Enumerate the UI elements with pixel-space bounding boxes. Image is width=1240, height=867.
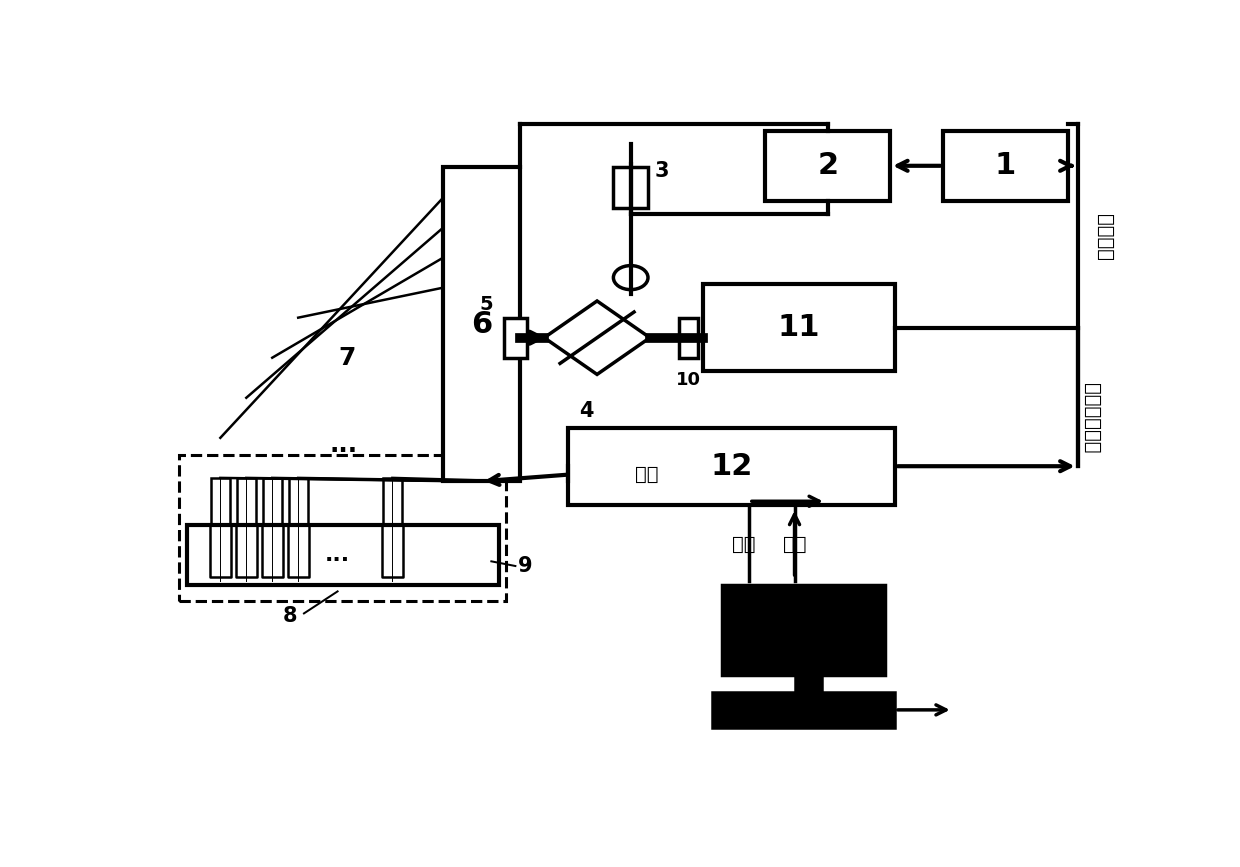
Text: 7: 7 <box>339 346 356 369</box>
Bar <box>187 525 498 584</box>
Bar <box>678 317 698 358</box>
Text: 2: 2 <box>817 152 838 180</box>
Text: ...: ... <box>325 544 350 564</box>
Text: ...: ... <box>330 433 357 457</box>
Text: 11: 11 <box>777 313 820 342</box>
Bar <box>765 131 890 201</box>
Bar <box>795 671 822 692</box>
Bar <box>179 454 506 602</box>
Text: 3: 3 <box>655 160 670 181</box>
Text: 1: 1 <box>994 152 1016 180</box>
Text: 5: 5 <box>480 296 494 315</box>
Text: 数据: 数据 <box>733 535 756 554</box>
Bar <box>568 427 895 505</box>
Bar <box>712 692 895 728</box>
Text: 触发信号: 触发信号 <box>1095 214 1114 261</box>
Text: 10: 10 <box>676 371 701 389</box>
Bar <box>444 167 521 481</box>
Text: 6: 6 <box>471 310 492 339</box>
Text: 8: 8 <box>283 606 296 626</box>
Bar <box>503 317 527 358</box>
Text: 4: 4 <box>579 401 594 421</box>
Bar <box>942 131 1068 201</box>
Bar <box>703 284 895 371</box>
Text: 控制: 控制 <box>635 465 658 484</box>
Bar <box>237 478 255 582</box>
Bar <box>211 478 229 582</box>
Bar <box>263 478 281 582</box>
Text: 9: 9 <box>518 556 533 576</box>
Text: 光子计数信号: 光子计数信号 <box>1083 382 1101 453</box>
Bar <box>289 478 308 582</box>
Bar <box>383 478 402 582</box>
Text: 12: 12 <box>711 452 753 480</box>
Bar <box>722 584 885 675</box>
Bar <box>614 167 649 207</box>
Text: 命令: 命令 <box>782 535 806 554</box>
